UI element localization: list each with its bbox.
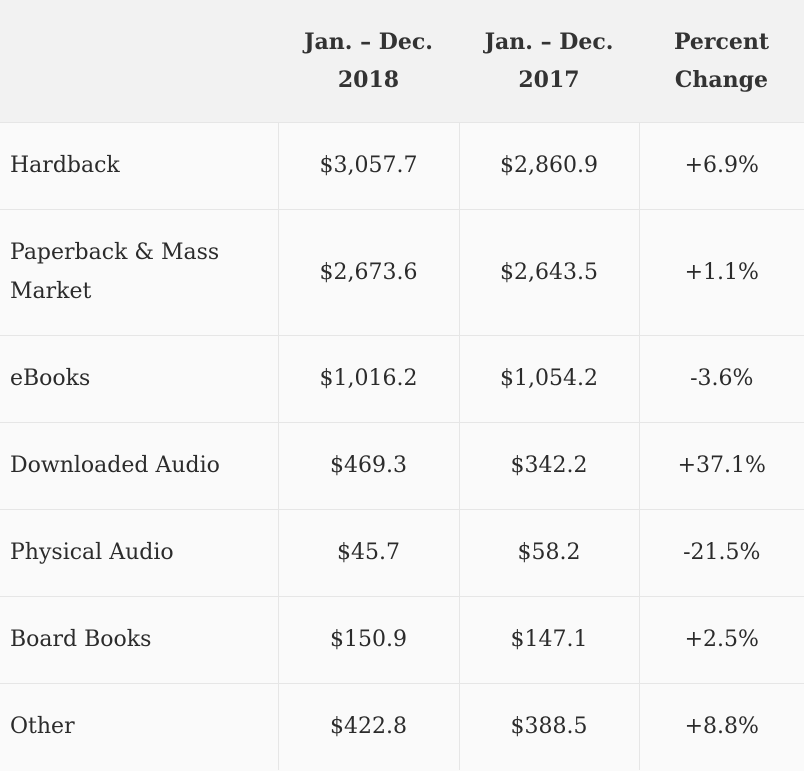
row-value-2018: $2,673.6: [277, 208, 459, 335]
table-body: Hardback $3,057.7 $2,860.9 +6.9% Paperba…: [0, 121, 804, 770]
header-2017-line1: Jan. – Dec.: [484, 28, 614, 55]
row-percent-change: -3.6%: [638, 334, 804, 422]
row-category: Paperback & Mass Market: [0, 208, 278, 335]
table-row: Board Books $150.9 $147.1 +2.5%: [0, 595, 804, 683]
row-value-2018: $45.7: [277, 508, 459, 596]
row-category: Physical Audio: [0, 508, 278, 596]
row-value-2018: $469.3: [277, 421, 459, 509]
row-value-2017: $1,054.2: [458, 334, 639, 422]
row-percent-change: +8.8%: [638, 682, 804, 770]
row-value-2018: $3,057.7: [277, 121, 459, 209]
table-header: Jan. – Dec. 2018 Jan. – Dec. 2017 Percen…: [0, 0, 804, 123]
header-row: Jan. – Dec. 2018 Jan. – Dec. 2017 Percen…: [0, 0, 804, 123]
table-row: Hardback $3,057.7 $2,860.9 +6.9%: [0, 121, 804, 209]
table-row: Other $422.8 $388.5 +8.8%: [0, 682, 804, 770]
header-2018-line2: 2018: [337, 66, 400, 93]
row-value-2017: $2,643.5: [458, 208, 639, 335]
header-2018: Jan. – Dec. 2018: [278, 0, 459, 123]
row-value-2017: $2,860.9: [458, 121, 639, 209]
row-category: Other: [0, 682, 278, 770]
header-2018-line1: Jan. – Dec.: [304, 28, 433, 55]
table-row: Paperback & Mass Market $2,673.6 $2,643.…: [0, 208, 804, 335]
row-value-2017: $147.1: [458, 595, 639, 683]
row-percent-change: +1.1%: [638, 208, 804, 335]
header-percent-change-line1: Percent: [673, 28, 770, 55]
row-category: Downloaded Audio: [0, 421, 278, 509]
row-category: Board Books: [0, 595, 278, 683]
row-value-2017: $58.2: [458, 508, 639, 596]
header-2017-line2: 2017: [518, 66, 580, 93]
row-percent-change: +6.9%: [638, 121, 804, 209]
row-percent-change: -21.5%: [638, 508, 804, 596]
header-percent-change: Percent Change: [639, 0, 804, 123]
row-value-2018: $1,016.2: [277, 334, 459, 422]
header-2017: Jan. – Dec. 2017: [459, 0, 639, 123]
row-value-2017: $342.2: [458, 421, 639, 509]
row-value-2017: $388.5: [458, 682, 639, 770]
row-category: Hardback: [0, 121, 278, 209]
row-percent-change: +37.1%: [638, 421, 804, 509]
row-percent-change: +2.5%: [638, 595, 804, 683]
table-row: eBooks $1,016.2 $1,054.2 -3.6%: [0, 334, 804, 422]
row-category: eBooks: [0, 334, 278, 422]
table-row: Physical Audio $45.7 $58.2 -21.5%: [0, 508, 804, 596]
table-row: Downloaded Audio $469.3 $342.2 +37.1%: [0, 421, 804, 509]
header-percent-change-line2: Change: [674, 66, 769, 93]
row-value-2018: $422.8: [277, 682, 459, 770]
header-category: [0, 0, 278, 123]
row-value-2018: $150.9: [277, 595, 459, 683]
